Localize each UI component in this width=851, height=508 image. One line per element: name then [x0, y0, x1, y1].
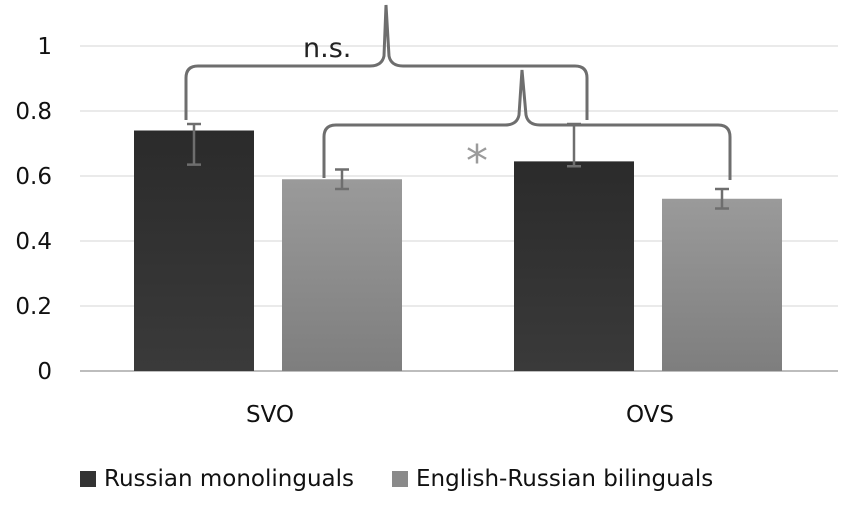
significance-star: * [466, 136, 488, 187]
x-category-label: SVO [246, 402, 294, 428]
error-bars [187, 122, 729, 210]
bar-svo-series-0 [134, 130, 254, 371]
x-category-label: OVS [626, 402, 674, 428]
x-axis-categories: SVO OVS [246, 402, 674, 428]
bar-ovs-series-0 [514, 161, 634, 371]
y-axis-ticks: 0 0.2 0.4 0.6 0.8 1 [15, 34, 52, 385]
y-tick-label: 0.2 [15, 294, 52, 320]
legend-swatch-bilinguals [392, 471, 408, 487]
y-tick-label: 0.6 [15, 164, 52, 190]
bar-svo-series-1 [282, 179, 402, 371]
y-tick-label: 1 [37, 34, 52, 60]
bars [134, 130, 782, 371]
legend-item-english-russian-bilinguals: English-Russian bilinguals [392, 466, 713, 492]
legend-item-russian-monolinguals: Russian monolinguals [80, 466, 354, 492]
ns-label: n.s. [303, 33, 351, 64]
legend-swatch-monolinguals [80, 471, 96, 487]
significance-brackets: n.s. * [184, 4, 732, 187]
legend-label-monolinguals: Russian monolinguals [104, 466, 354, 492]
sig-bracket [322, 69, 732, 180]
ns-bracket [184, 4, 589, 120]
y-tick-label: 0 [37, 359, 52, 385]
bar-ovs-series-1 [662, 198, 782, 371]
y-tick-label: 0.8 [15, 99, 52, 125]
legend: Russian monolinguals English-Russian bil… [80, 466, 751, 492]
y-tick-label: 0.4 [15, 229, 52, 255]
legend-label-bilinguals: English-Russian bilinguals [416, 466, 714, 492]
